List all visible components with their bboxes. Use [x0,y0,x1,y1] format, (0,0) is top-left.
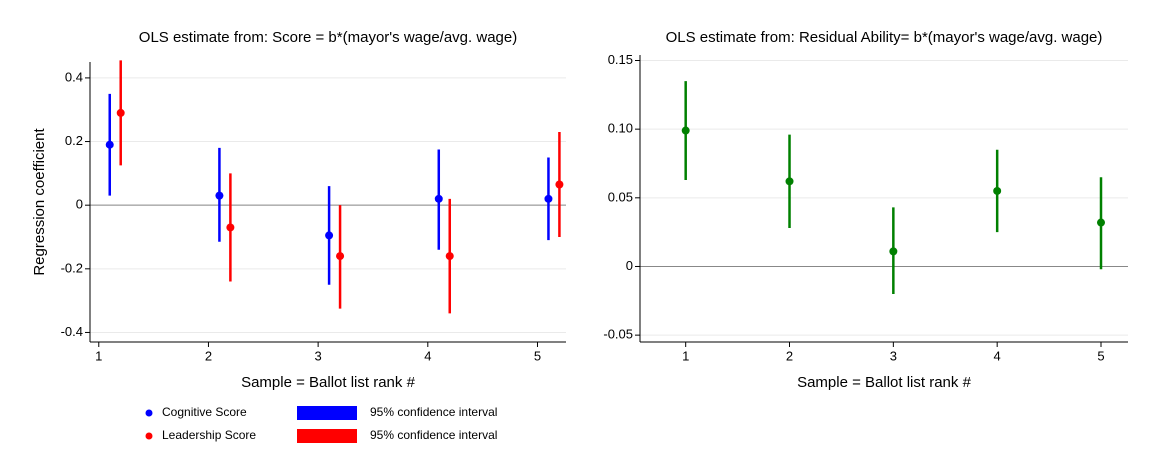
point [1097,218,1106,227]
x-tick-label: 2 [205,348,212,363]
y-tick-label: -0.4 [61,324,83,339]
x-tick-label: 2 [786,348,793,363]
point [226,223,235,232]
y-axis-label: Regression coefficient [31,128,48,276]
point [434,194,443,203]
chart-title: OLS estimate from: Residual Ability= b*(… [666,29,1103,46]
x-axis-label: Sample = Ballot list rank # [797,374,971,391]
legend-label: Cognitive Score [162,405,247,419]
legend-label: 95% confidence interval [370,428,497,442]
x-tick-label: 1 [682,348,689,363]
legend-label: 95% confidence interval [370,405,497,419]
x-tick-label: 4 [424,348,431,363]
point [445,252,454,261]
x-tick-label: 3 [890,348,897,363]
y-tick-label: 0.05 [608,189,633,204]
y-tick-label: -0.2 [61,260,83,275]
x-tick-label: 5 [534,348,541,363]
point [544,194,553,203]
x-tick-label: 1 [95,348,102,363]
y-tick-label: 0 [76,197,83,212]
y-tick-label: 0 [626,258,633,273]
point [681,126,690,135]
legend-marker [145,432,153,440]
legend-label: Leadership Score [162,428,256,442]
point [785,177,794,186]
y-tick-label: -0.05 [603,327,633,342]
y-tick-label: 0.2 [65,133,83,148]
chart-title: OLS estimate from: Score = b*(mayor's wa… [139,29,517,46]
legend-marker [145,409,153,417]
point [993,186,1002,195]
legend-swatch [297,406,357,420]
y-tick-label: 0.15 [608,52,633,67]
point [325,231,334,240]
y-tick-label: 0.4 [65,69,83,84]
x-tick-label: 3 [315,348,322,363]
x-tick-label: 4 [994,348,1001,363]
point [889,247,898,256]
point [555,180,564,189]
point [336,252,345,261]
point [105,140,114,149]
legend-swatch [297,429,357,443]
point [116,108,125,117]
point [215,191,224,200]
y-tick-label: 0.10 [608,121,633,136]
x-axis-label: Sample = Ballot list rank # [241,374,415,391]
x-tick-label: 5 [1097,348,1104,363]
